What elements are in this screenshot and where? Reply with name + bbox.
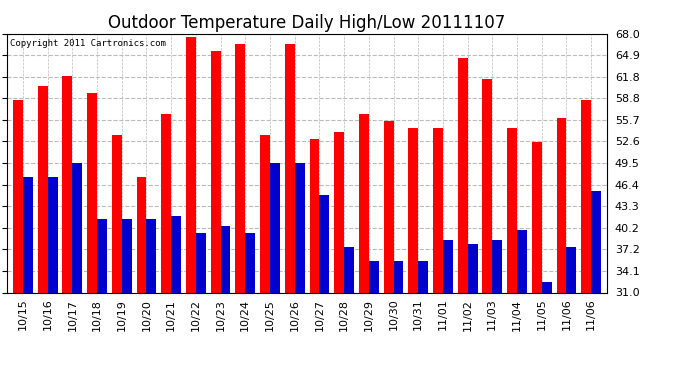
Bar (591, 191, 601, 375)
Bar (87, 93, 97, 375)
Bar (97, 219, 107, 375)
Bar (433, 128, 443, 375)
Bar (121, 219, 132, 375)
Bar (393, 261, 404, 375)
Bar (137, 177, 146, 375)
Bar (507, 128, 517, 375)
Bar (161, 114, 171, 375)
Bar (171, 216, 181, 375)
Bar (457, 58, 468, 375)
Bar (23, 177, 33, 375)
Bar (146, 219, 157, 375)
Text: Copyright 2011 Cartronics.com: Copyright 2011 Cartronics.com (10, 39, 166, 48)
Bar (482, 79, 493, 375)
Bar (408, 128, 418, 375)
Bar (418, 261, 428, 375)
Bar (63, 76, 72, 375)
Bar (517, 230, 527, 375)
Title: Outdoor Temperature Daily High/Low 20111107: Outdoor Temperature Daily High/Low 20111… (108, 14, 506, 32)
Bar (48, 177, 57, 375)
Bar (245, 233, 255, 375)
Bar (38, 86, 48, 375)
Bar (566, 247, 576, 375)
Bar (196, 233, 206, 375)
Bar (319, 195, 329, 375)
Bar (210, 51, 221, 375)
Bar (468, 243, 477, 375)
Bar (295, 163, 304, 375)
Bar (557, 118, 566, 375)
Bar (310, 139, 319, 375)
Bar (285, 44, 295, 375)
Bar (581, 100, 591, 375)
Bar (270, 163, 280, 375)
Bar (13, 100, 23, 375)
Bar (369, 261, 379, 375)
Bar (384, 121, 393, 375)
Bar (72, 163, 82, 375)
Bar (443, 240, 453, 375)
Bar (186, 37, 196, 375)
Bar (532, 142, 542, 375)
Bar (221, 226, 230, 375)
Bar (542, 282, 551, 375)
Bar (334, 132, 344, 375)
Bar (493, 240, 502, 375)
Bar (112, 135, 121, 375)
Bar (344, 247, 354, 375)
Bar (359, 114, 369, 375)
Bar (235, 44, 245, 375)
Bar (260, 135, 270, 375)
